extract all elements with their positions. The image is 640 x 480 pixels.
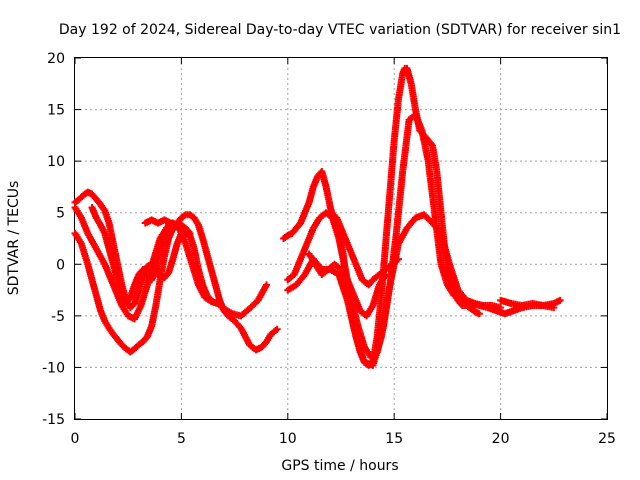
data-point xyxy=(263,281,271,289)
data-point xyxy=(273,325,281,333)
data-markers xyxy=(71,64,564,369)
series-trace-4 xyxy=(88,204,215,307)
y-tick-label: 15 xyxy=(47,103,65,119)
data-point xyxy=(207,296,215,304)
grid-lines xyxy=(75,58,607,419)
x-tick-label: 10 xyxy=(279,431,297,447)
series-trace-8 xyxy=(284,211,505,369)
data-point xyxy=(556,296,564,304)
x-tick-label: 20 xyxy=(492,431,510,447)
y-tick-label: 10 xyxy=(47,154,65,170)
series-trace-5 xyxy=(141,216,194,237)
series-trace-9 xyxy=(305,250,390,320)
y-tick-label: -5 xyxy=(51,309,65,325)
series-trace-7 xyxy=(284,111,558,361)
series-trace-10 xyxy=(326,209,402,289)
plot-area-frame xyxy=(74,57,608,420)
y-tick-label: -15 xyxy=(42,412,65,428)
series-trace-1 xyxy=(71,211,281,356)
x-tick-label: 25 xyxy=(598,431,616,447)
axis-ticks: 0 5 10 15 20 25 -15 -10 -5 0 5 10 15 20 xyxy=(42,51,616,447)
data-point xyxy=(497,304,505,312)
chart-title: Day 192 of 2024, Sidereal Day-to-day VTE… xyxy=(59,22,621,38)
data-point xyxy=(186,229,194,237)
series-trace-11 xyxy=(497,296,564,310)
y-tick-label: 5 xyxy=(56,206,65,222)
y-tick-label: 0 xyxy=(56,257,65,273)
x-tick-label: 0 xyxy=(71,431,80,447)
y-tick-label: 20 xyxy=(47,51,65,67)
x-tick-label: 5 xyxy=(177,431,186,447)
data-point xyxy=(185,228,193,236)
x-axis-label: GPS time / hours xyxy=(281,458,398,474)
x-tick-label: 15 xyxy=(385,431,403,447)
y-tick-label: -10 xyxy=(42,360,65,376)
data-point xyxy=(394,255,402,263)
data-point xyxy=(206,295,214,303)
data-point xyxy=(475,310,483,318)
y-axis-label: SDTVAR / TECUs xyxy=(6,181,22,296)
